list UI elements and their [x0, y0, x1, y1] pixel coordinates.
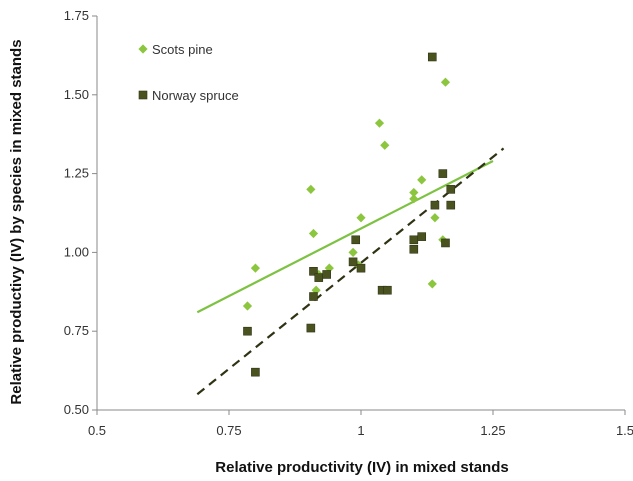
legend-label: Scots pine [152, 42, 213, 57]
scots-pine-point [417, 175, 427, 185]
y-tick-label: 1.25 [64, 166, 89, 181]
norway-spruce-point [441, 238, 450, 248]
x-axis-title: Relative productivity (IV) in mixed stan… [215, 459, 508, 476]
norway-spruce-point [314, 273, 324, 282]
norway-spruce-point [383, 285, 392, 295]
x-tick-label: 1.25 [480, 423, 505, 438]
norway-spruce-point [306, 323, 316, 333]
norway-spruce-point [446, 200, 456, 210]
scots-pine-point [348, 247, 358, 257]
legend-diamond-icon [138, 44, 148, 54]
norway-spruce-point [430, 200, 440, 210]
chart-marks [242, 52, 456, 377]
scots-pine-point [374, 118, 385, 128]
x-tick-label: 0.75 [216, 423, 241, 438]
scots-pine-point [409, 187, 419, 198]
chart-legend: Scots pine Norway spruce [138, 42, 239, 103]
norway-spruce-point [409, 244, 419, 254]
scots-pine-point [430, 213, 440, 223]
y-tick-label: 0.75 [64, 323, 89, 338]
norway-spruce-trendline [196, 147, 505, 396]
norway-spruce-point [417, 232, 427, 241]
chart-axes: 0.50 0.75 1.00 1.25 1.50 1.75 0.5 0.75 1 1.25 1.5 [64, 8, 633, 438]
norway-spruce-point [351, 235, 361, 245]
y-tick-label: 1.50 [64, 87, 89, 102]
norway-spruce-point [322, 270, 331, 279]
legend-label: Norway spruce [152, 88, 239, 103]
scots-pine-point [250, 263, 260, 273]
scots-pine-point [356, 213, 366, 223]
trendlines [196, 147, 505, 396]
scots-pine-point [308, 228, 319, 239]
scots-pine-point [380, 140, 390, 150]
scots-pine-trendline [196, 160, 494, 314]
norway-spruce-point [427, 52, 437, 62]
y-tick-label: 1.75 [64, 8, 89, 23]
x-tick-label: 1.5 [616, 423, 633, 438]
scots-pine-point [427, 279, 437, 289]
x-tick-label: 0.5 [88, 423, 106, 438]
norway-spruce-point [309, 267, 318, 276]
norway-spruce-point [309, 292, 318, 301]
scots-pine-point [242, 301, 253, 311]
scots-pine-point [440, 77, 451, 87]
norway-spruce-point [251, 367, 260, 377]
y-tick-label: 0.50 [64, 402, 89, 417]
legend-square-icon [138, 90, 148, 100]
y-tick-label: 1.00 [64, 244, 89, 259]
scots-pine-point [409, 194, 419, 204]
x-tick-label: 1 [357, 423, 364, 438]
scots-pine-point [306, 184, 316, 194]
y-axis-title: Relative productivy (IV) by species in m… [8, 39, 25, 404]
norway-spruce-point [348, 257, 358, 267]
norway-spruce-point [409, 235, 419, 245]
norway-spruce-point [438, 169, 448, 178]
norway-spruce-point [243, 326, 252, 336]
norway-spruce-point [446, 185, 456, 194]
norway-spruce-point [356, 263, 366, 273]
